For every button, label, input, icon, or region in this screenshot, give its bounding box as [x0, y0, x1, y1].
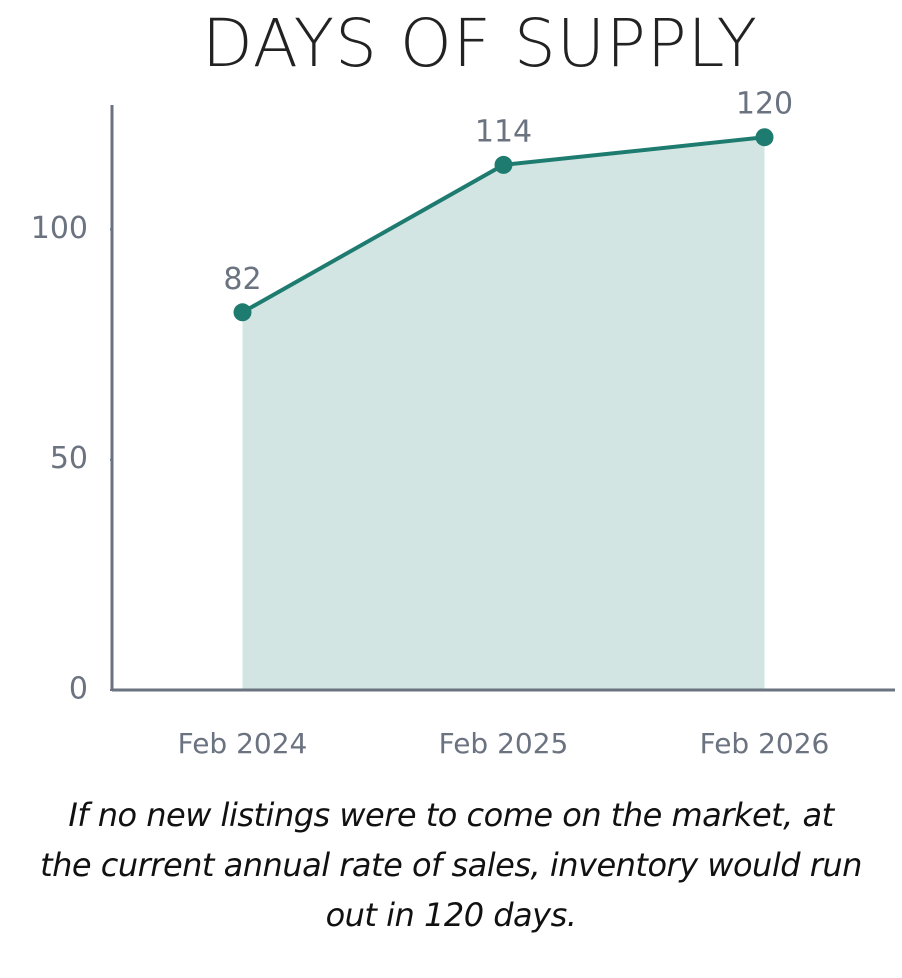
data-label: 120	[736, 87, 793, 122]
area-fill	[242, 137, 765, 691]
x-tick-label: Feb 2026	[700, 727, 830, 760]
y-tick-label: 50	[50, 441, 88, 476]
point	[233, 303, 252, 322]
x-tick-label: Feb 2024	[178, 727, 308, 760]
y-tick-label: 0	[69, 672, 88, 707]
y-tick-label: 100	[31, 211, 88, 246]
data-label: 114	[475, 114, 532, 149]
x-tick-label: Feb 2025	[439, 727, 569, 760]
chart-title: DAYS OF SUPPLY	[202, 5, 758, 82]
data-label: 82	[223, 262, 261, 297]
point	[755, 128, 774, 147]
point	[494, 155, 513, 174]
chart: DAYS OF SUPPLY 0 50 100 Feb 2024 Feb 2025 Feb…	[31, 5, 895, 760]
annotation: If no new listings were to come on the m…	[40, 796, 862, 934]
